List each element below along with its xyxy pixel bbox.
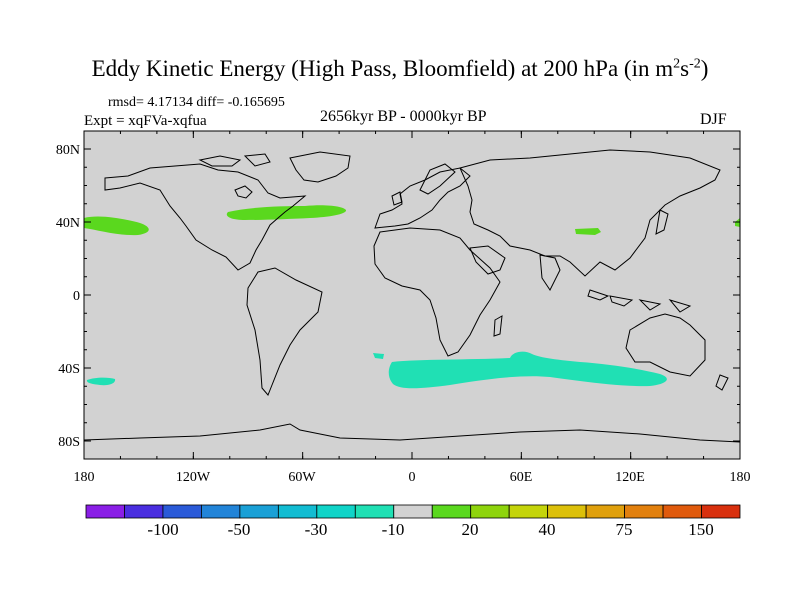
- coast-asia: [459, 149, 721, 277]
- colorbar-swatch: [124, 504, 164, 519]
- y-label-80s: 80S: [58, 435, 80, 450]
- coastlines: [83, 149, 741, 443]
- colorbar-swatch: [585, 504, 625, 519]
- y-label-40s: 40S: [58, 362, 80, 377]
- colorbar-swatch: [624, 504, 664, 519]
- coast-canadian-arctic: [198, 153, 271, 167]
- x-label-0: 0: [408, 470, 416, 485]
- period-label: 2656kyr BP - 0000kyr BP: [320, 108, 487, 125]
- x-label-120e: 120E: [615, 470, 645, 485]
- coast-greenland: [289, 151, 351, 183]
- negative-patch-small-atlantic: [373, 353, 384, 359]
- coast-japan: [655, 209, 669, 235]
- coast-africa: [373, 227, 501, 357]
- negative-patch-southern-ocean: [388, 351, 667, 389]
- coast-new-zealand: [715, 374, 729, 391]
- positive-patch-central-asia: [575, 228, 601, 235]
- x-label-60e: 60E: [509, 470, 533, 485]
- coast-india: [539, 254, 561, 291]
- colorbar-swatch: [470, 504, 510, 519]
- anomaly-patches: [84, 205, 740, 389]
- coast-hudson-bay: [234, 185, 253, 199]
- colorbar-label: -100: [147, 520, 179, 539]
- coast-europe: [374, 167, 471, 229]
- colorbar-label: 150: [688, 520, 714, 539]
- colorbar-swatch: [662, 504, 702, 519]
- colorbar-label: -10: [381, 520, 405, 539]
- colorbar-swatch: [201, 504, 241, 519]
- coast-madagascar: [493, 315, 503, 337]
- coast-indonesia: [587, 289, 692, 313]
- colorbar-swatch: [508, 504, 549, 519]
- colorbar-label: 20: [461, 520, 479, 539]
- colorbar-swatch: [701, 504, 741, 519]
- positive-patch-north-atlantic: [226, 205, 347, 220]
- map-title: Eddy Kinetic Energy (High Pass, Bloomfie…: [91, 56, 709, 81]
- x-label-180-right: 180: [729, 470, 751, 485]
- colorbar-swatch: [277, 504, 318, 519]
- colorbar-swatch: [316, 504, 356, 519]
- colorbar-swatch: [354, 504, 395, 519]
- x-label-180-left: 180: [73, 470, 95, 485]
- stats-text: rmsd= 4.17134 diff= -0.165695: [108, 95, 285, 110]
- coast-scandinavia: [419, 163, 456, 195]
- y-label-80n: 80N: [55, 143, 80, 158]
- coast-north-america: [104, 163, 307, 271]
- coast-british-isles: [391, 191, 403, 206]
- colorbar-swatch: [239, 504, 279, 519]
- colorbar-swatch: [393, 504, 433, 519]
- coast-south-america: [246, 267, 323, 396]
- x-label-60w: 60W: [288, 470, 316, 485]
- coast-antarctica: [83, 423, 741, 443]
- y-label-40n: 40N: [55, 216, 80, 231]
- colorbar: [85, 504, 741, 519]
- positive-patch-north-pacific-west: [84, 216, 149, 236]
- colorbar-swatch: [85, 504, 125, 519]
- colorbar-swatch: [431, 504, 472, 519]
- x-label-120w: 120W: [175, 470, 211, 485]
- colorbar-label: -50: [227, 520, 251, 539]
- colorbar-label: 40: [538, 520, 556, 539]
- coast-australia: [625, 313, 706, 377]
- colorbar-label: -30: [304, 520, 328, 539]
- colorbar-label: 75: [615, 520, 633, 539]
- negative-patch-south-pacific: [86, 377, 116, 386]
- season-label: DJF: [700, 111, 727, 128]
- coast-arabia: [469, 245, 506, 275]
- map-background: [84, 131, 740, 459]
- colorbar-swatch: [162, 504, 202, 519]
- y-label-equator: 0: [73, 289, 80, 304]
- colorbar-swatch: [547, 504, 587, 519]
- experiment-label: Expt = xqFVa-xqfua: [84, 113, 207, 129]
- axis-ticks: [83, 131, 741, 459]
